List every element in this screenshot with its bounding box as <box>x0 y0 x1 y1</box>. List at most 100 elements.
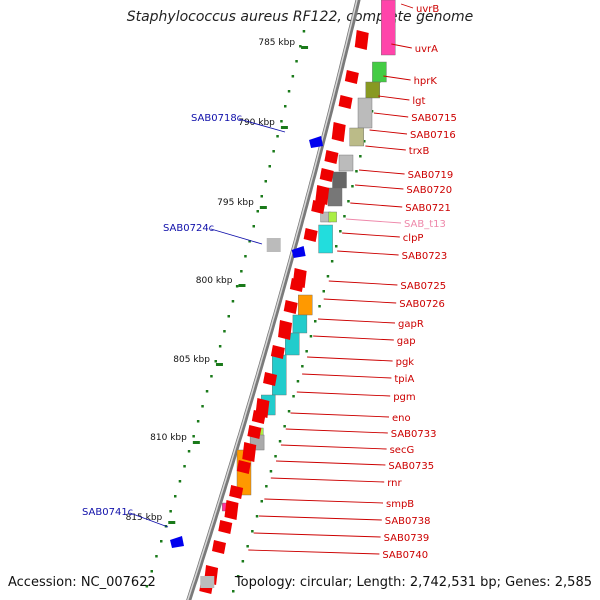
forward-gene-arrow <box>251 410 266 424</box>
gene-label-sab0741c: SAB0741c <box>82 507 133 518</box>
scale-tick-dot <box>169 510 172 513</box>
feature-track-dot <box>260 500 263 503</box>
scale-tick-dot <box>201 405 204 408</box>
gene-leader-line <box>307 356 393 362</box>
feature-track-dot <box>301 365 304 368</box>
gene-leader-line <box>264 498 384 504</box>
gene-leader-line <box>328 280 398 286</box>
gene-block <box>349 127 364 147</box>
scale-tick-dot <box>302 30 306 33</box>
gene-leader-line <box>400 3 414 9</box>
scale-tick-dot <box>235 285 239 288</box>
forward-gene-arrow <box>218 520 233 534</box>
gene-block <box>372 61 387 83</box>
feature-track-dot <box>232 590 235 593</box>
gene-leader-line <box>378 95 410 101</box>
gene-leader-line <box>285 428 388 434</box>
gene-label-sab0721: SAB0721 <box>405 203 451 214</box>
gene-leader-line <box>280 444 387 450</box>
reverse-gene-block <box>266 238 281 252</box>
forward-gene-arrow <box>344 70 359 84</box>
feature-track-dot <box>251 530 254 533</box>
gene-block <box>328 211 337 223</box>
scale-tick-dot <box>256 210 259 213</box>
gene-leader-line <box>345 218 402 224</box>
gene-label-uvra: uvrA <box>415 44 438 55</box>
feature-track-dot <box>305 350 308 353</box>
genome-backbone <box>186 0 361 600</box>
scale-tick-dot <box>248 240 251 243</box>
scale-tick-dot <box>214 360 217 363</box>
gene-label-trxb: trxB <box>409 146 430 157</box>
gene-label-rnr: rnr <box>387 478 402 489</box>
scale-tick-dot <box>160 540 163 543</box>
scale-tick-dot <box>218 345 222 348</box>
forward-gene-arrow <box>229 485 244 499</box>
scale-major-tick <box>168 521 176 524</box>
gene-label-sab0740: SAB0740 <box>382 550 428 561</box>
scale-tick-dot <box>268 165 271 168</box>
feature-track-dot <box>343 215 346 218</box>
forward-gene-arrow <box>338 95 353 109</box>
feature-track-dot <box>236 575 240 578</box>
gene-label-smpb: smpB <box>386 499 414 510</box>
forward-gene-arrow <box>289 278 304 292</box>
scale-label: 810 kbp <box>150 433 187 443</box>
gene-label-hprk: hprK <box>414 76 438 87</box>
scale-tick-dot <box>299 45 302 48</box>
feature-track-dot <box>363 140 366 143</box>
gene-leader-line <box>318 318 396 324</box>
scale-tick-dot <box>183 465 186 468</box>
scale-tick-dot <box>244 255 247 258</box>
forward-gene-arrow <box>311 200 326 214</box>
forward-gene-arrow <box>242 442 257 462</box>
feature-track-dot <box>318 305 321 308</box>
scale-tick-dot <box>187 450 191 453</box>
gene-label-sab0716: SAB0716 <box>410 130 456 141</box>
forward-gene-arrow <box>247 425 262 439</box>
gene-label-pgk: pgk <box>396 357 415 368</box>
gene-leader-line <box>337 250 399 256</box>
scale-label: 790 kbp <box>238 118 275 128</box>
forward-gene-arrow <box>236 460 251 474</box>
gene-block <box>292 314 308 334</box>
gene-label-sab0719: SAB0719 <box>408 170 454 181</box>
gene-leader-line <box>369 129 408 135</box>
forward-gene-arrow <box>315 185 330 205</box>
feature-track-dot <box>255 515 259 518</box>
feature-track-dot <box>335 245 338 248</box>
gene-label-sab0739: SAB0739 <box>384 533 430 544</box>
gene-label-sab0720: SAB0720 <box>406 185 452 196</box>
feature-track-dot <box>241 560 245 563</box>
feature-track-dot <box>296 380 300 383</box>
gene-leader-line <box>129 512 169 528</box>
gene-label-sab0724c: SAB0724c <box>163 223 214 234</box>
feature-track-dot <box>314 320 317 323</box>
feature-track-dot <box>269 470 273 473</box>
scale-tick-dot <box>284 105 287 108</box>
feature-track-dot <box>278 440 282 443</box>
gene-labels-left: SAB0718c SAB0724c SAB0741c <box>82 113 286 528</box>
gene-label-sab_t13: SAB_t13 <box>404 219 446 230</box>
gene-label-sab0733: SAB0733 <box>391 429 437 440</box>
scale-tick-dot <box>264 180 267 183</box>
gene-label-lgt: lgt <box>412 96 425 107</box>
scale-tick-dot <box>272 150 275 153</box>
gene-label-sab0723: SAB0723 <box>402 251 448 262</box>
scale-tick-dot <box>223 330 226 333</box>
scale-tick-dot <box>227 315 230 318</box>
scale-label: 805 kbp <box>173 355 210 365</box>
gene-leader-line <box>276 460 386 466</box>
scale-tick-dot <box>145 585 149 588</box>
forward-gene-arrow <box>303 228 318 242</box>
gene-label-pgm: pgm <box>393 392 415 403</box>
scale-major-tick <box>192 441 200 444</box>
gene-label-sab0725: SAB0725 <box>400 281 446 292</box>
gene-leader-line <box>359 169 405 175</box>
gene-label-sab0735: SAB0735 <box>388 461 434 472</box>
gene-label-sab0726: SAB0726 <box>399 299 445 310</box>
gene-leader-line <box>373 112 409 118</box>
topology-text: Topology: circular; Length: 2,742,531 bp… <box>234 575 592 590</box>
gene-label-secg: secG <box>390 445 415 456</box>
accession-text: Accession: NC_007622 <box>8 575 156 590</box>
